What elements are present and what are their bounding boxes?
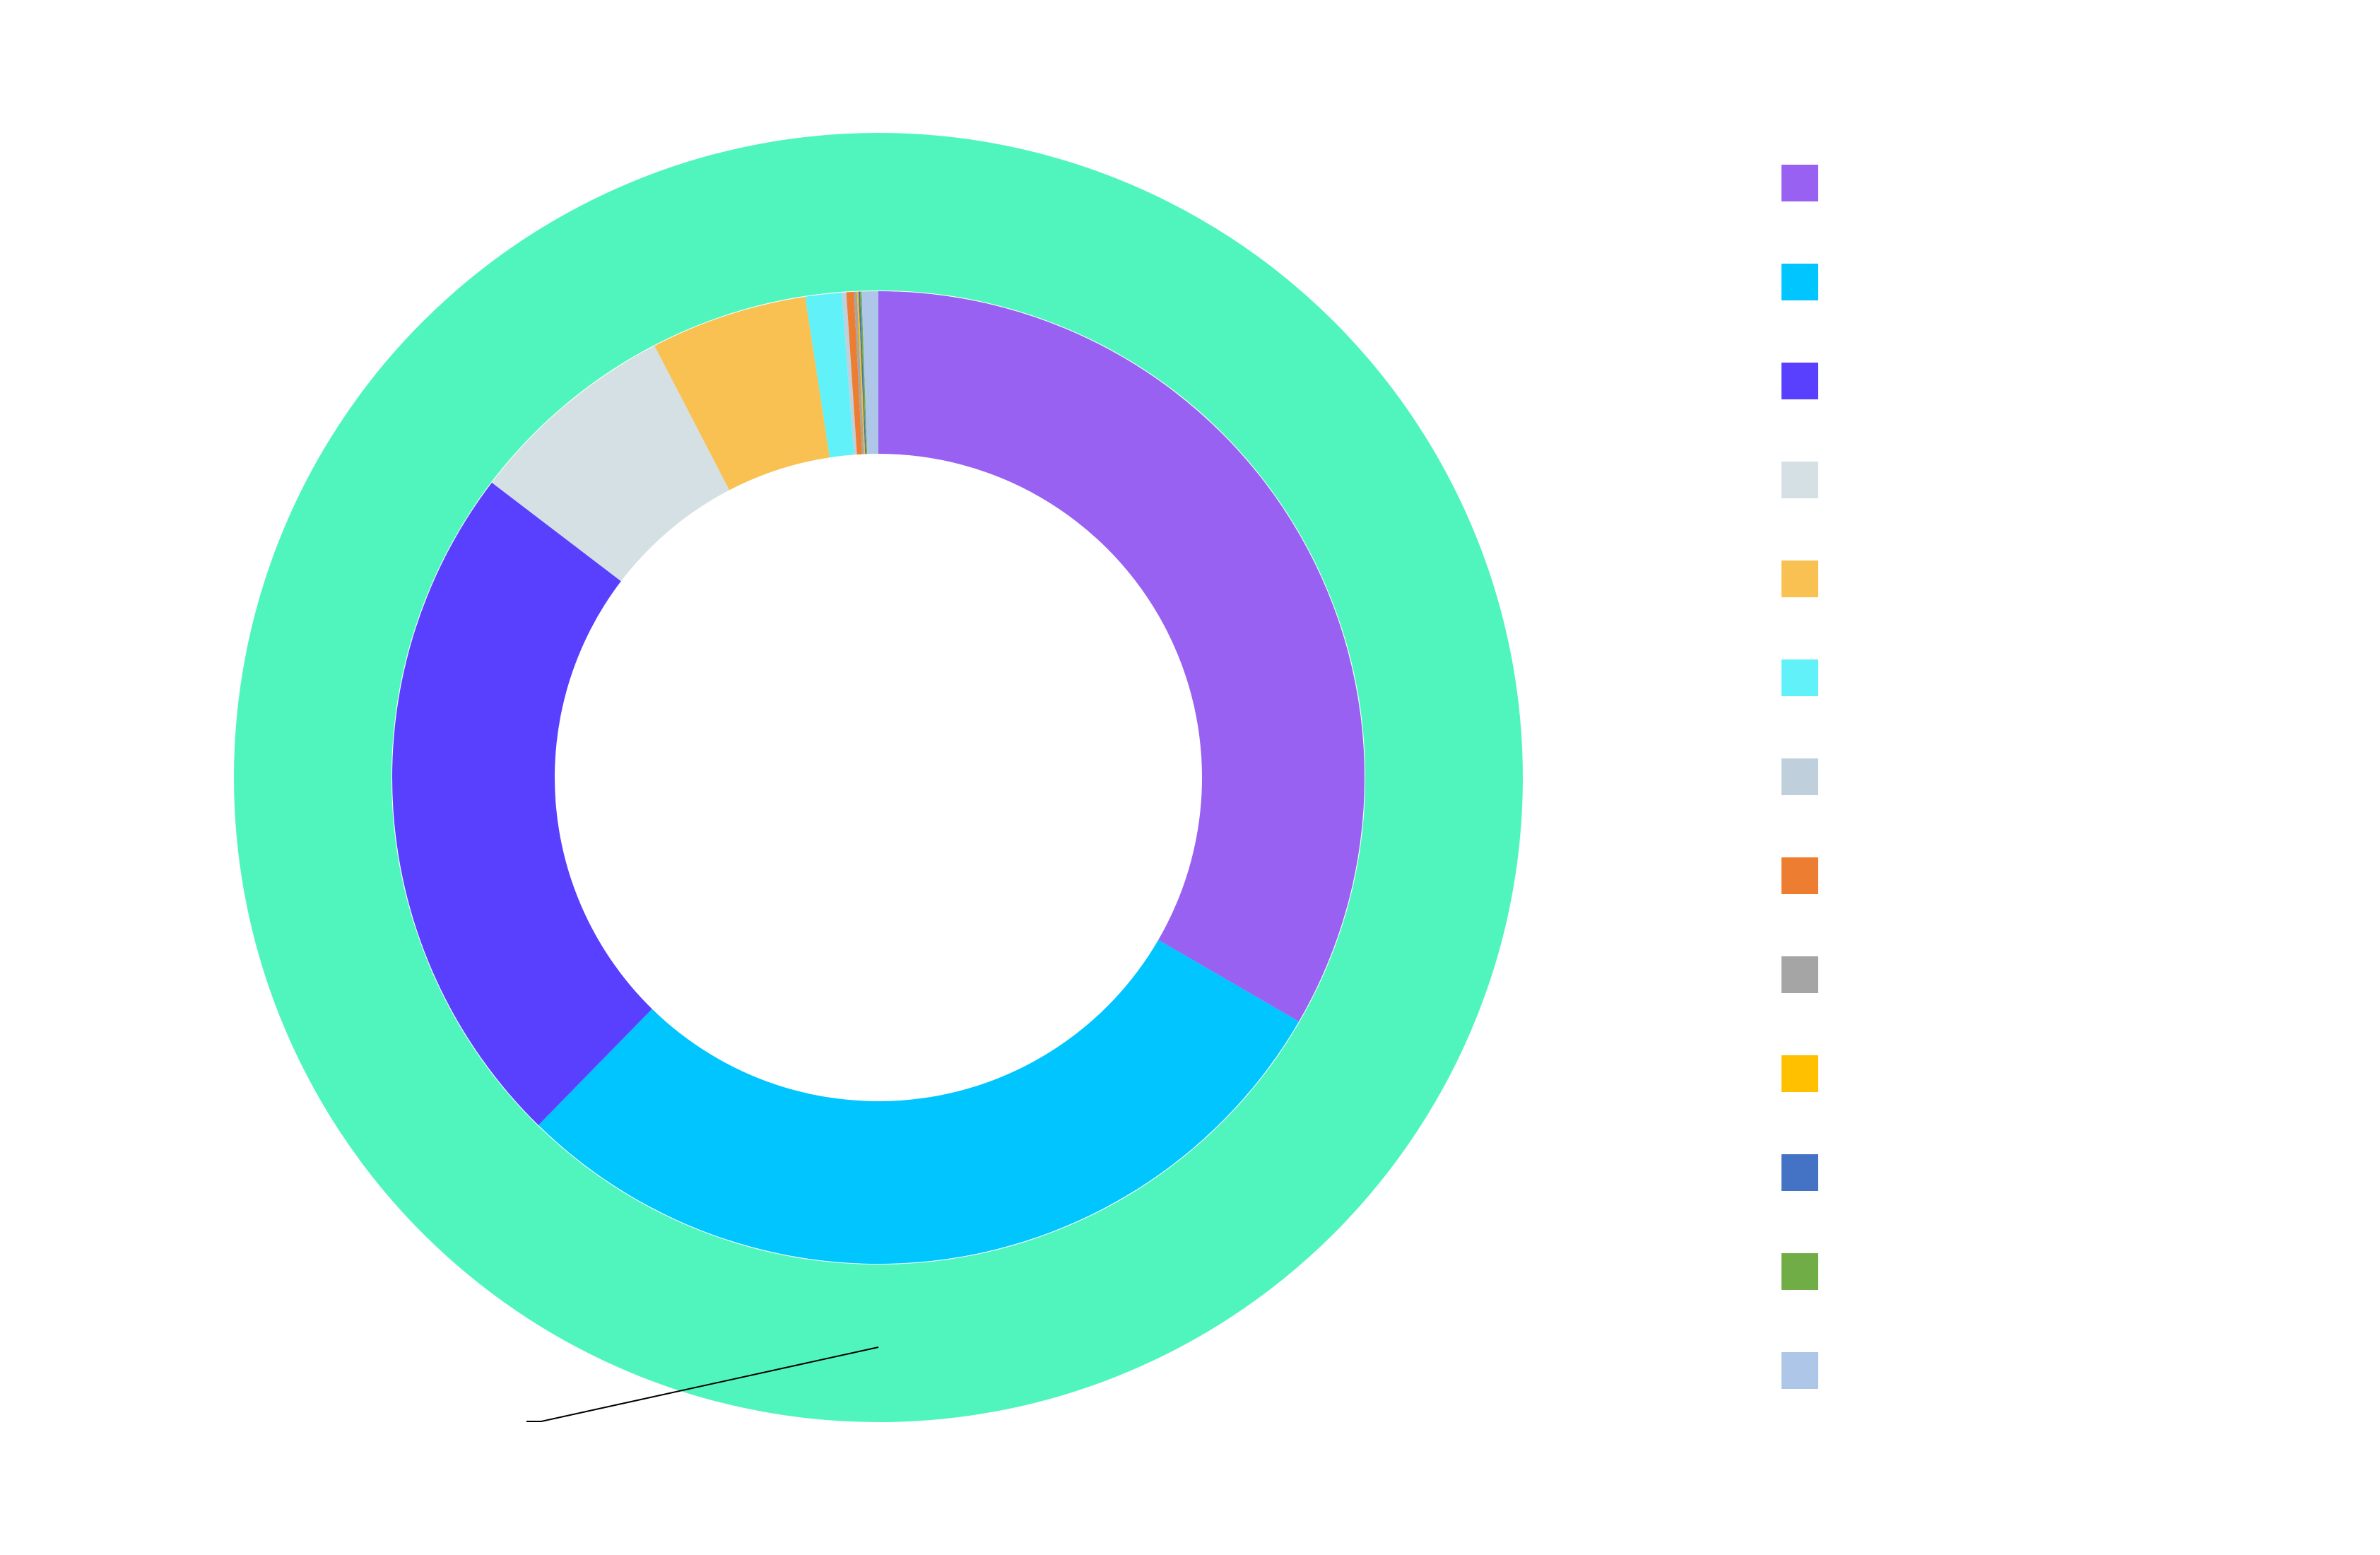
inner-ring-slice-7: [842, 292, 857, 455]
inner-ring-slice-6: [805, 292, 854, 458]
legend-item: [1781, 1055, 1818, 1092]
legend-item: [1781, 1154, 1818, 1191]
callout-leader-line: [526, 1346, 879, 1422]
legend-item: [1781, 1253, 1818, 1290]
outer-ring: [234, 133, 1523, 1422]
legend-swatch: [1781, 561, 1818, 597]
inner-ring-slice-2: [538, 939, 1300, 1264]
legend-item: [1781, 857, 1818, 894]
legend-item: [1781, 462, 1818, 498]
inner-ring-slice-8: [846, 291, 862, 455]
legend-item: [1781, 264, 1818, 300]
legend-swatch: [1781, 1352, 1818, 1389]
legend-item: [1781, 561, 1818, 597]
inner-ring: [392, 291, 1365, 1264]
legend-swatch: [1781, 462, 1818, 498]
legend-swatch: [1781, 758, 1818, 795]
legend-item: [1781, 758, 1818, 795]
legend-swatch: [1781, 363, 1818, 399]
outer-ring-slice-1: [234, 133, 1523, 1422]
legend-swatch: [1781, 659, 1818, 696]
legend-swatch: [1781, 1154, 1818, 1191]
legend-item: [1781, 956, 1818, 993]
legend-swatch: [1781, 165, 1818, 201]
inner-ring-slice-1: [878, 291, 1365, 1022]
legend-item: [1781, 1352, 1818, 1389]
inner-ring-slice-13: [861, 291, 878, 454]
inner-ring-slice-12: [860, 291, 868, 454]
inner-ring-slice-10: [856, 291, 866, 454]
legend-swatch: [1781, 857, 1818, 894]
inner-ring-slice-3: [392, 482, 652, 1125]
inner-ring-slice-5: [654, 296, 830, 491]
outer-ring-callout: [526, 1346, 879, 1422]
legend-item: [1781, 659, 1818, 696]
legend-swatch: [1781, 956, 1818, 993]
legend-swatch: [1781, 264, 1818, 300]
legend-item: [1781, 165, 1818, 201]
inner-ring-slice-4: [491, 346, 730, 582]
inner-ring-slice-11: [858, 291, 866, 454]
legend-swatch: [1781, 1253, 1818, 1290]
legend-swatch: [1781, 1055, 1818, 1092]
legend-item: [1781, 363, 1818, 399]
legend: [1781, 165, 1818, 1389]
inner-ring-slice-9: [854, 291, 864, 454]
